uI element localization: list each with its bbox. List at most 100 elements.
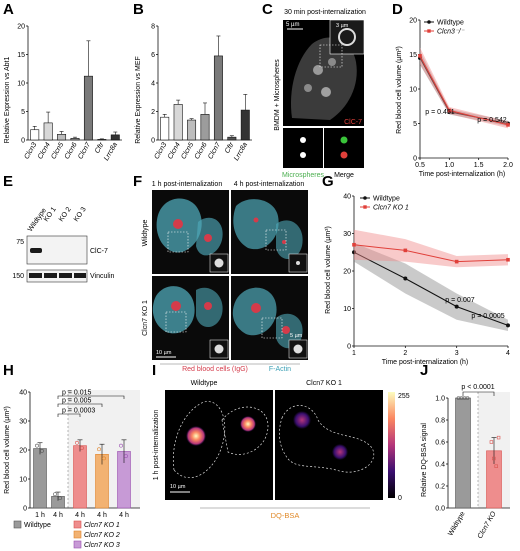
panel-d-ylabel: Red blood cell volume (µm³) — [396, 46, 403, 134]
panel-c-cell — [290, 37, 357, 121]
panel-c-microspheres-image — [283, 128, 323, 168]
panel-a-y-tick-label: 15 — [17, 52, 25, 59]
panel-g-point — [506, 257, 510, 262]
panel-d-pvalue: p = 0.451 — [425, 109, 454, 116]
panel-c-vesicle — [304, 84, 312, 92]
panel-f-row1-label: Wildtype — [142, 219, 149, 246]
panel-h-legend-swatch — [73, 530, 82, 539]
panel-a-bar — [70, 137, 80, 141]
panel-g-pvalue: p = 0.007 — [445, 297, 474, 304]
panel-h-pvalue: p = 0.0003 — [62, 408, 95, 415]
panel-b-category-label: Clcn7 — [207, 141, 223, 161]
panel-c-side-label: BMDM + Microspheres — [274, 59, 281, 131]
panel-g-y-tick-label: 0 — [347, 343, 351, 350]
panel-c-merge-dot — [340, 136, 348, 144]
panel-j-datapoint — [492, 456, 496, 461]
panel-g-point — [352, 242, 356, 247]
panel-h-legend-swatch — [73, 520, 82, 529]
panel-f-image-ko-1h: 10 µm — [152, 276, 229, 360]
panel-h-pvalue: p = 0.005 — [62, 398, 91, 405]
panel-b-y-tick-label: 0 — [151, 137, 155, 144]
panel-h-legend-label: Clcn7 KO 1 — [84, 522, 120, 529]
panel-g-legend-label: Wildtype — [373, 196, 400, 203]
panel-a-y-tick-label: 5 — [21, 109, 25, 116]
panel-j-category-label: Clcn7 KO — [477, 510, 498, 540]
panel-j-pvalue: p < 0.0001 — [461, 384, 494, 391]
panel-j-bar — [455, 397, 471, 509]
panel-e-band-vinculin — [44, 273, 57, 278]
panel-j-y-tick-label: 0.6 — [435, 439, 445, 446]
panel-b-bar — [240, 109, 250, 141]
panel-i-image-wildtype: 10 µm — [165, 390, 273, 500]
panel-h-datapoint — [58, 496, 62, 501]
panel-c-title: 30 min post-internalization — [284, 9, 366, 16]
panel-i-right-title: Clcn7 KO 1 — [306, 380, 342, 387]
panel-g-point — [352, 250, 356, 255]
panel-h-pvalue: p = 0.015 — [62, 390, 91, 397]
panel-b-y-tick-label: 6 — [151, 52, 155, 59]
panel-letter-h: H — [3, 362, 14, 379]
panel-c-merge-dot — [340, 151, 348, 159]
panel-d-y-tick-label: 20 — [409, 17, 417, 24]
panel-f-image-wt-1h — [152, 190, 229, 274]
panel-h-bracket — [57, 403, 103, 407]
panel-h-bracket — [57, 413, 81, 417]
panel-d-legend-marker — [427, 29, 431, 33]
panel-j-datapoint — [465, 396, 470, 400]
panel-c-vesicle — [321, 87, 331, 97]
panel-letter-a: A — [3, 1, 14, 18]
panel-g-line-chart: 0 10 20 30 40 1 2 3 4 Wildtype Clcn7 KO 1 p = 0.007… — [343, 193, 510, 357]
panel-h-bar — [33, 448, 47, 509]
panel-c-microspheres-label: Microspheres — [282, 172, 325, 179]
panel-g-y-tick-label: 10 — [343, 306, 351, 313]
panel-f-col1-title: 1 h post-internalization — [152, 181, 223, 188]
panel-g-xlabel: Time post-internalization (h) — [382, 359, 469, 366]
panel-h-legend-label: Clcn7 KO 2 — [84, 532, 120, 539]
panel-f-legend-cyan: F-Actin — [269, 366, 291, 373]
panel-g-y-tick-label: 30 — [343, 231, 351, 238]
panel-e-lane-ko1: KO 1 — [43, 206, 58, 223]
panel-g-legend-label: Clcn7 KO 1 — [373, 205, 409, 212]
panel-h-y-tick-label: 10 — [19, 476, 27, 483]
panel-g-point — [506, 323, 510, 328]
panel-g-y-tick-label: 40 — [343, 193, 351, 200]
panel-h-datapoint — [97, 447, 101, 452]
panel-g-band-0 — [354, 242, 508, 331]
panel-d-point — [506, 123, 510, 127]
panel-c-vesicle — [313, 65, 323, 75]
panel-b-bar — [227, 136, 237, 141]
panel-j-y-tick-label: 0.4 — [435, 461, 445, 468]
panel-d-legend-label: Clcn3⁻/⁻ — [437, 29, 466, 36]
panel-h-datapoint — [53, 492, 57, 497]
panel-i-left-title: Wildtype — [191, 380, 218, 387]
panel-d-xlabel: Time post-internalization (h) — [419, 171, 506, 178]
panel-i-cbar-min: 0 — [398, 495, 402, 502]
panel-d-y-tick-label: 0 — [413, 155, 417, 162]
panel-c-scale-main: 5 µm — [286, 22, 299, 28]
panel-i-side-label: 1 h post-internalization — [153, 410, 160, 481]
panel-h-category-label: 4 h — [53, 512, 63, 519]
panel-c-inset — [329, 19, 365, 55]
panel-a-y-tick-label: 10 — [17, 80, 25, 87]
panel-h-bar — [73, 445, 87, 509]
panel-e-lane-ko3: KO 3 — [73, 206, 88, 223]
panel-e-band-label-clc7: ClC-7 — [90, 248, 108, 255]
panel-a-bar — [83, 75, 93, 141]
panel-g-band-1 — [354, 229, 508, 268]
panel-b-bar — [200, 114, 210, 141]
panel-a-category-label: Clcn7 — [77, 141, 93, 161]
panel-f-row2-label: Clcn7 KO 1 — [142, 300, 149, 336]
panel-a-bar — [43, 122, 53, 141]
panel-h-datapoint — [124, 454, 128, 458]
panel-g-ylabel: Red blood cell volume (µm³) — [325, 226, 332, 314]
panel-h-category-label: 1 h — [35, 512, 45, 519]
panel-e-band-label-vinculin: Vinculin — [90, 273, 114, 280]
panel-j-bracket — [462, 391, 495, 396]
panel-c-channel-label: ClC-7 — [344, 119, 362, 126]
panel-d-legend-label: Wildtype — [437, 20, 464, 27]
panel-f-image-wt-4h — [231, 190, 308, 274]
panel-e-band-vinculin — [74, 273, 86, 278]
panel-g-point — [403, 248, 408, 253]
